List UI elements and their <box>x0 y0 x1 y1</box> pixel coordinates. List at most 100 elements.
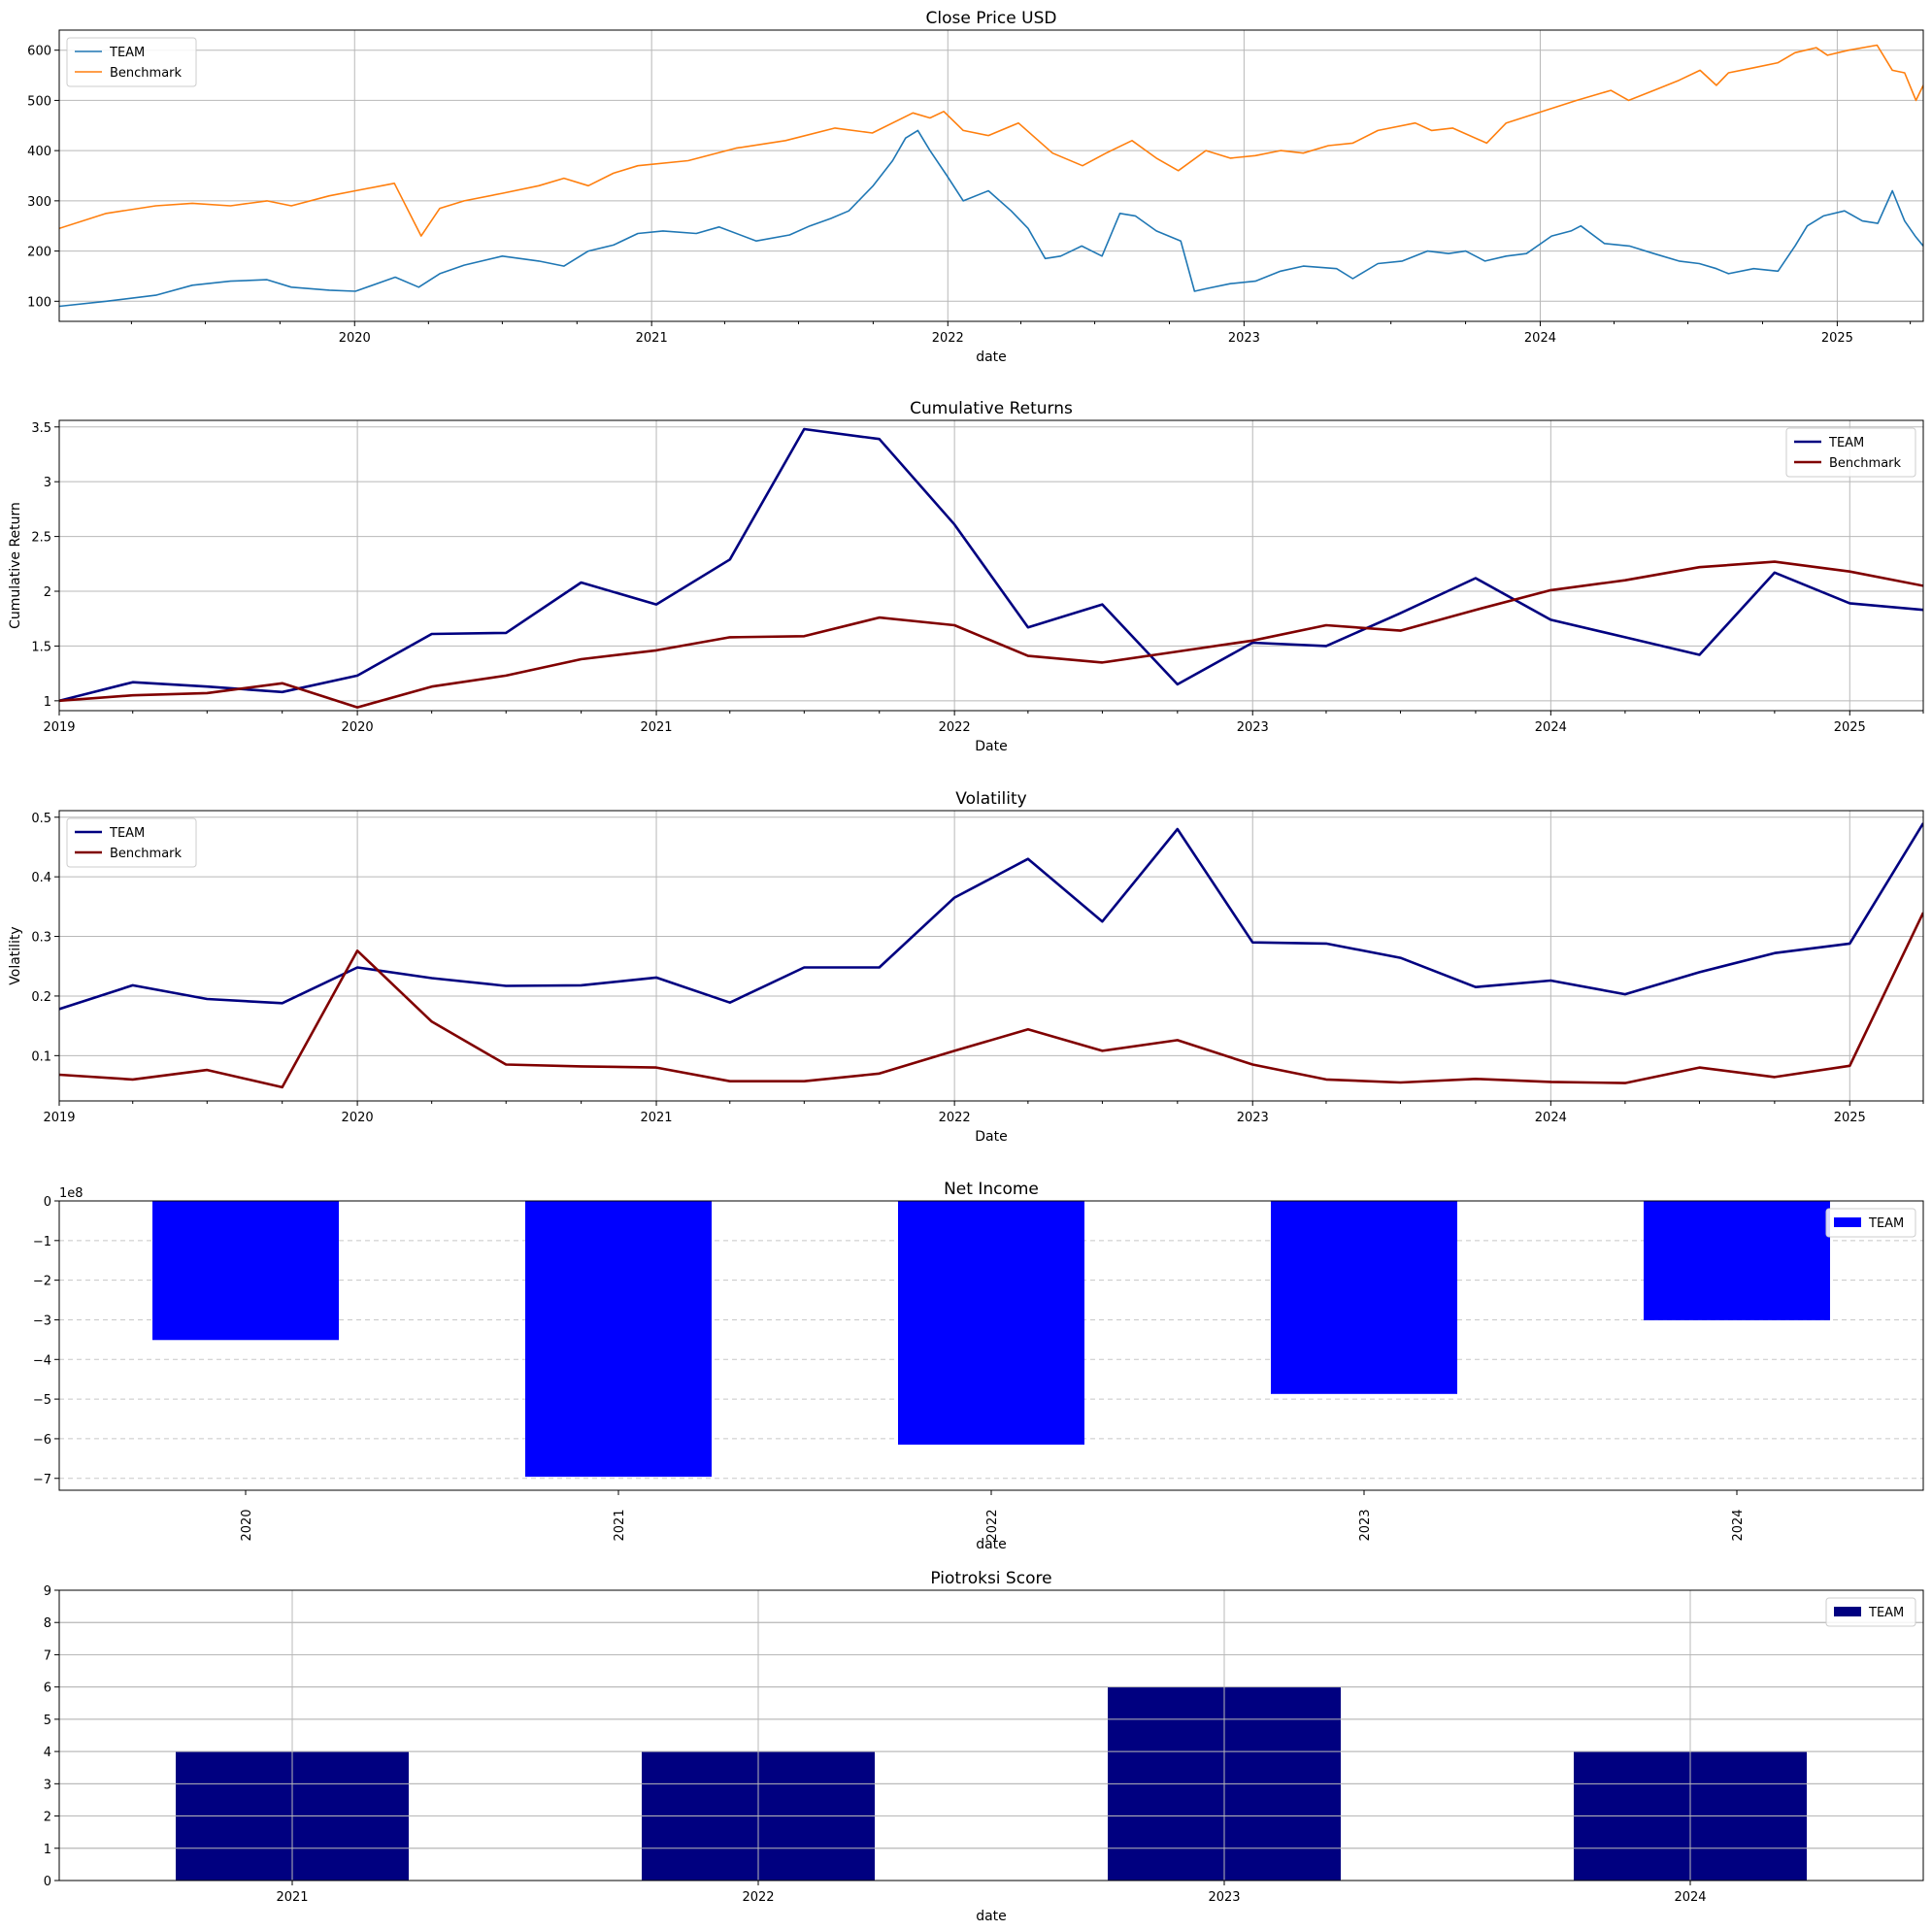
y-tick-label: 200 <box>27 246 51 260</box>
grid <box>58 811 1923 1101</box>
x-tick-label: 2024 <box>1674 1890 1706 1905</box>
x-tick-label: 2023 <box>1228 331 1260 346</box>
legend-label: TEAM <box>1828 436 1864 450</box>
grid <box>58 420 1923 711</box>
x-tick-label: 2019 <box>43 720 75 735</box>
chart-title: Cumulative Returns <box>910 399 1073 418</box>
x-tick-label: 2022 <box>939 1111 971 1125</box>
series-line-team <box>59 427 1923 703</box>
x-tick-label: 2021 <box>276 1890 308 1905</box>
x-tick-label: 2024 <box>1535 1111 1567 1125</box>
x-tick-label: 2020 <box>240 1509 254 1541</box>
chart-title: Piotroksi Score <box>930 1569 1051 1588</box>
legend-label: TEAM <box>109 826 145 841</box>
legend-label: TEAM <box>1868 1216 1904 1231</box>
legend-box <box>1785 427 1916 478</box>
legend: TEAM <box>1825 1208 1916 1238</box>
y-tick-label: 3 <box>44 1778 51 1792</box>
axes-frame <box>58 1589 1924 1881</box>
bar-2024 <box>1644 1201 1830 1320</box>
series-line-benchmark <box>59 44 1923 237</box>
y-axis-label: Volatility <box>8 926 23 984</box>
x-tick-label: 2023 <box>1237 720 1269 735</box>
y-tick-label: 8 <box>44 1616 51 1631</box>
y-tick-label: 2 <box>44 585 51 600</box>
bar-2022 <box>898 1201 1084 1446</box>
y-tick-label: 2 <box>44 1811 51 1825</box>
legend-box <box>66 817 197 868</box>
y-tick-label: 5 <box>44 1714 51 1728</box>
legend-swatch <box>1834 1217 1861 1227</box>
x-tick-label: 2019 <box>43 1111 75 1125</box>
y-tick-label: 400 <box>27 145 51 159</box>
x-tick-label: 2023 <box>1358 1509 1373 1541</box>
legend-label: Benchmark <box>1829 456 1902 471</box>
x-tick-label: 2022 <box>932 331 964 346</box>
y-tick-label: −6 <box>33 1433 51 1448</box>
x-tick-label: 2024 <box>1524 331 1556 346</box>
bar-2023 <box>1271 1201 1457 1394</box>
legend: TEAM <box>1825 1597 1916 1627</box>
y-tick-label: 0.1 <box>31 1049 51 1064</box>
x-tick-label: 2021 <box>640 1111 672 1125</box>
y-tick-label: 7 <box>44 1648 51 1663</box>
y-tick-label: 1 <box>44 1843 51 1857</box>
y-tick-label: 2.5 <box>31 531 51 546</box>
legend: TEAM Benchmark <box>66 37 197 87</box>
y-tick-label: −4 <box>33 1353 51 1368</box>
chart-panel-3: 0.1 0.2 0.3 0.4 0.5 2019 2020 2021 2022 2023 2024 2… <box>8 789 1924 1145</box>
y-tick-label: 9 <box>44 1584 51 1599</box>
y-tick-label: 500 <box>27 94 51 109</box>
x-tick-label: 2024 <box>1535 720 1567 735</box>
legend: TEAM Benchmark <box>66 817 197 868</box>
axes-frame <box>58 419 1924 712</box>
x-axis-label: date <box>976 350 1007 365</box>
y-tick-label: 6 <box>44 1681 51 1696</box>
y-tick-label: 0.4 <box>31 871 51 885</box>
legend: TEAM Benchmark <box>1785 427 1916 478</box>
y-tick-label: 100 <box>27 295 51 310</box>
bar-2020 <box>152 1201 339 1341</box>
y-tick-label: 300 <box>27 195 51 210</box>
chart-panel-2: 1 1.5 2 2.5 3 3.5 2019 2020 2021 2022 2023 2024 2025… <box>8 399 1924 754</box>
x-tick-label: 2024 <box>1731 1509 1746 1541</box>
chart-panel-4: 0 −1 −2 −3 −4 −5 −6 −7 2020 2021 2022 2023 2024 Net I… <box>33 1180 1924 1552</box>
y-tick-label: 0 <box>44 1875 51 1889</box>
y-tick-label: 0.3 <box>31 931 51 946</box>
x-tick-label: 2025 <box>1821 331 1853 346</box>
y-tick-label: 4 <box>44 1746 51 1760</box>
legend-swatch <box>1834 1607 1861 1616</box>
x-axis-label: Date <box>975 1129 1007 1145</box>
legend-label: TEAM <box>109 46 145 60</box>
legend-label: Benchmark <box>110 66 183 81</box>
grid <box>59 30 1923 321</box>
legend-box <box>66 37 197 87</box>
legend-label: Benchmark <box>110 847 183 861</box>
axes-frame <box>58 29 1924 322</box>
x-axis-label: Date <box>975 739 1007 754</box>
x-tick-label: 2023 <box>1237 1111 1269 1125</box>
x-tick-label: 2020 <box>342 1111 374 1125</box>
x-tick-label: 2022 <box>985 1509 1000 1541</box>
x-tick-label: 2025 <box>1834 1111 1866 1125</box>
x-tick-label: 2021 <box>613 1509 627 1541</box>
y-tick-label: 0.2 <box>31 990 51 1005</box>
y-tick-label: 0.5 <box>31 812 51 826</box>
y-tick-label: 1.5 <box>31 640 51 654</box>
y-tick-label: −2 <box>33 1275 51 1289</box>
x-tick-label: 2021 <box>640 720 672 735</box>
series-line-benchmark <box>59 560 1923 709</box>
x-tick-label: 2022 <box>939 720 971 735</box>
x-axis-label: date <box>976 1537 1007 1552</box>
y-tick-label: 600 <box>27 45 51 59</box>
x-tick-label: 2020 <box>342 720 374 735</box>
y-offset-label: 1e8 <box>59 1186 83 1201</box>
y-tick-label: −7 <box>33 1473 51 1487</box>
series-line-team <box>59 822 1923 1011</box>
y-tick-label: 1 <box>44 695 51 710</box>
legend-box <box>1825 1597 1916 1627</box>
chart-panel-1: 100 200 300 400 500 600 2020 2021 2022 2023 2024 20… <box>27 9 1924 365</box>
y-tick-label: −3 <box>33 1314 51 1328</box>
x-tick-label: 2021 <box>636 331 668 346</box>
